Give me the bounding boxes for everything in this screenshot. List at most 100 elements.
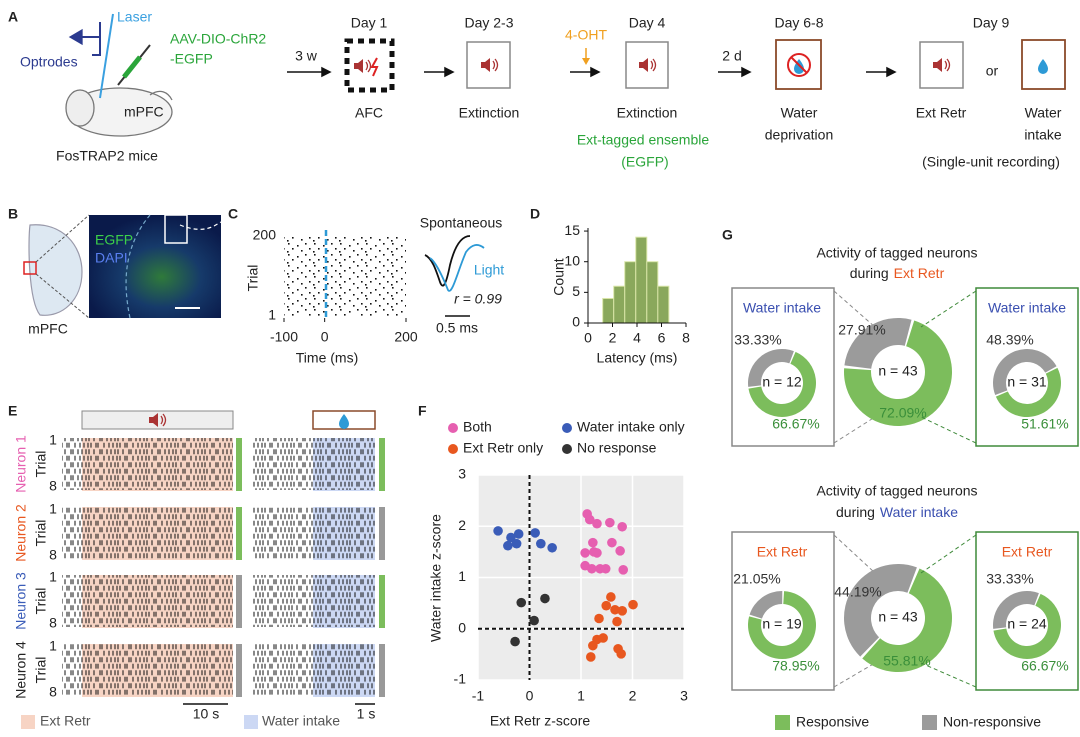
label: -100 (270, 329, 298, 345)
histology (23, 214, 222, 319)
scatter-point (513, 529, 524, 539)
label: 200 (394, 329, 418, 345)
label: 33.33% (986, 571, 1033, 587)
label: 2 d (722, 48, 741, 64)
label: Water (781, 105, 818, 121)
donut-segment (995, 367, 1061, 417)
label: 66.67% (1021, 658, 1068, 674)
scatter-point (610, 604, 620, 615)
label: 1 (577, 688, 585, 704)
label: Spontaneous (420, 215, 503, 231)
label: Ext Retr (916, 105, 967, 121)
label: 1 (49, 501, 57, 517)
label: Time (ms) (296, 350, 358, 366)
label: 8 (682, 330, 690, 346)
legend-marker (448, 423, 458, 433)
spike-raster (62, 507, 233, 559)
group-title: during Ext Retr (850, 265, 945, 281)
label: FosTRAP2 mice (56, 148, 158, 164)
label: 48.39% (986, 332, 1033, 348)
label: Latency (ms) (597, 350, 678, 366)
donut-segment (993, 591, 1039, 629)
scatter-point (493, 526, 503, 536)
scatter-point (506, 532, 516, 543)
label: Ext-tagged ensemble (577, 132, 710, 148)
panel-label: F (418, 403, 427, 419)
bar (613, 285, 626, 324)
group-box (975, 531, 1079, 691)
label: 3 w (295, 48, 318, 64)
label: Extinction (459, 105, 520, 121)
label: 10 (564, 252, 580, 268)
label: Both (463, 419, 492, 435)
panel-label: C (228, 206, 238, 222)
connector (833, 534, 876, 574)
label: Trial (33, 588, 49, 615)
label: Water intake only (577, 419, 685, 435)
label: 8 (49, 615, 57, 631)
label: 66.67% (772, 416, 819, 432)
label: deprivation (765, 127, 834, 143)
label: Trial (33, 451, 49, 478)
label: 0 (526, 688, 534, 704)
label: Non-responsive (943, 714, 1041, 730)
panel-label: B (8, 206, 18, 222)
scatter-point (588, 640, 598, 651)
scatter-point (511, 538, 522, 549)
label: 1 (49, 638, 57, 654)
label: 5 (572, 283, 580, 299)
mouse-schematic (65, 13, 173, 137)
scatter-point (516, 597, 527, 608)
label: mPFC (28, 321, 68, 337)
connector (920, 416, 977, 444)
label: 6 (658, 330, 666, 346)
label: 1 (49, 569, 57, 585)
label: 0 (572, 314, 580, 330)
label: Water intake (988, 300, 1066, 316)
scatter-point (605, 517, 615, 528)
label: (EGFP) (621, 154, 668, 170)
panel-label: E (8, 403, 17, 419)
label: AFC (355, 105, 383, 121)
label: Ext Retr only (463, 440, 543, 456)
scatter-point (529, 615, 539, 626)
label: Responsive (796, 714, 869, 730)
label: n = 24 (1007, 616, 1047, 632)
scatter-point (510, 636, 520, 647)
donut-segment (843, 320, 952, 427)
label: 1 (268, 307, 276, 323)
label: Count (551, 258, 567, 295)
label: Water intake (743, 300, 821, 316)
legend-marker (448, 444, 458, 454)
connector (920, 534, 977, 574)
connector (920, 662, 977, 688)
label: Ext Retr (757, 544, 808, 560)
label: -1 (472, 688, 485, 704)
label: intake (1024, 127, 1062, 143)
spike-raster (62, 575, 233, 627)
label: Light (474, 262, 504, 278)
label: n = 43 (878, 609, 918, 625)
response-bar (236, 644, 242, 697)
scatter-point (592, 518, 602, 529)
bar (602, 297, 615, 324)
donut-segment (749, 591, 783, 619)
label: Ext Retr z-score (490, 713, 591, 729)
legend-marker (562, 444, 572, 454)
scatter-point (588, 537, 598, 548)
spike-raster (253, 575, 375, 627)
label: 72.09% (879, 405, 926, 421)
label: Activity of tagged neurons (816, 245, 977, 261)
label: AAV-DIO-ChR2 (170, 31, 266, 47)
label: 0 (321, 329, 329, 345)
connector (833, 662, 876, 688)
label: 0 (584, 330, 592, 346)
scatter-point (601, 600, 612, 611)
label: n = 43 (878, 363, 918, 379)
label: 51.61% (1021, 416, 1068, 432)
label: 33.33% (734, 332, 781, 348)
label: Ext Retr (40, 713, 91, 729)
response-bar (379, 438, 385, 491)
label: 78.95% (772, 658, 819, 674)
scatter-point (617, 521, 627, 532)
